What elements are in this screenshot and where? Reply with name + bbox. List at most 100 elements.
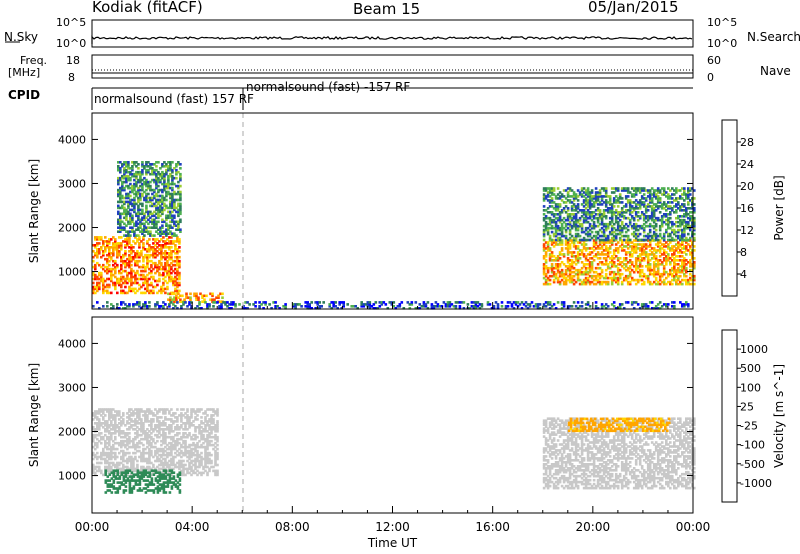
- echo-cell: [186, 469, 189, 473]
- echo-cell: [160, 248, 163, 251]
- echo-cell: [123, 216, 126, 220]
- echo-cell: [142, 432, 145, 435]
- echo-cell: [671, 222, 674, 226]
- echo-cell: [182, 303, 185, 306]
- echo-cell: [140, 269, 143, 273]
- echo-cell: [628, 280, 632, 284]
- echo-cell: [156, 451, 159, 455]
- echo-cell: [596, 199, 600, 202]
- echo-cell: [681, 236, 684, 240]
- echo-cell: [683, 215, 686, 218]
- echo-cell: [576, 257, 580, 260]
- echo-cell: [554, 257, 558, 260]
- echo-cell: [169, 204, 172, 208]
- echo-cell: [144, 418, 147, 421]
- echo-cell: [182, 451, 185, 455]
- echo-cell: [600, 226, 604, 230]
- echo-cell: [140, 467, 143, 471]
- echo-cell: [170, 426, 173, 429]
- echo-cell: [588, 280, 592, 284]
- echo-cell: [370, 305, 374, 308]
- echo-cell: [648, 268, 652, 272]
- echo-cell: [118, 471, 121, 475]
- echo-cell: [671, 193, 674, 196]
- echo-cell: [552, 220, 556, 224]
- echo-cell: [675, 211, 678, 214]
- echo-cell: [478, 307, 482, 310]
- echo-cell: [122, 307, 125, 310]
- echo-cell: [667, 193, 670, 196]
- echo-cell: [137, 218, 140, 222]
- echo-cell: [142, 281, 145, 285]
- echo-cell: [150, 418, 153, 421]
- echo-cell: [190, 469, 193, 473]
- echo-cell: [642, 253, 646, 256]
- echo-cell: [610, 278, 614, 282]
- echo-cell: [426, 301, 430, 304]
- echo-cell: [576, 251, 580, 254]
- echo-cell: [534, 303, 538, 306]
- echo-cell: [127, 161, 130, 164]
- echo-cell: [612, 222, 616, 226]
- echo-cell: [164, 246, 167, 249]
- echo-cell: [560, 230, 564, 234]
- echo-cell: [624, 205, 628, 208]
- echo-cell: [596, 247, 600, 250]
- echo-cell: [662, 189, 666, 192]
- echo-cell: [630, 187, 634, 190]
- echo-cell: [149, 198, 152, 202]
- echo-cell: [137, 188, 140, 192]
- echo-cell: [147, 170, 150, 174]
- echo-cell: [618, 303, 622, 306]
- echo-cell: [180, 443, 183, 447]
- echo-cell: [122, 469, 125, 473]
- echo-cell: [126, 416, 129, 419]
- echo-cell: [576, 278, 580, 282]
- echo-cell: [168, 432, 171, 435]
- echo-cell: [584, 201, 588, 204]
- echo-cell: [554, 230, 558, 234]
- echo-cell: [616, 251, 620, 254]
- echo-cell: [594, 191, 598, 194]
- echo-cell: [560, 241, 564, 244]
- echo-cell: [104, 465, 107, 469]
- echo-cell: [330, 301, 333, 304]
- echo-cell: [638, 265, 642, 268]
- echo-cell: [562, 301, 566, 304]
- echo-cell: [123, 163, 126, 166]
- echo-cell: [667, 255, 670, 258]
- echo-cell: [144, 305, 147, 308]
- echo-cell: [508, 301, 512, 304]
- echo-cell: [616, 241, 620, 244]
- echo-cell: [166, 285, 169, 289]
- echo-cell: [96, 455, 99, 459]
- echo-cell: [119, 167, 122, 170]
- beam-title: Beam 15: [353, 0, 421, 18]
- echo-cell: [129, 208, 132, 212]
- echo-cell: [161, 212, 164, 216]
- echo-cell: [638, 263, 642, 266]
- echo-cell: [112, 445, 115, 449]
- echo-cell: [120, 441, 123, 445]
- echo-cell: [194, 453, 197, 457]
- echo-cell: [123, 228, 126, 231]
- echo-cell: [158, 420, 161, 423]
- echo-cell: [658, 218, 662, 222]
- echo-cell: [570, 209, 574, 212]
- echo-cell: [542, 187, 546, 190]
- echo-cell: [114, 246, 117, 249]
- echo-cell: [691, 249, 694, 252]
- echo-cell: [138, 287, 141, 291]
- echo-cell: [602, 211, 606, 214]
- echo-cell: [138, 418, 141, 421]
- echo-cell: [139, 226, 142, 229]
- echo-cell: [654, 263, 658, 266]
- echo-cell: [179, 192, 182, 196]
- echo-cell: [588, 268, 592, 272]
- echo-cell: [689, 247, 692, 250]
- echo-cell: [679, 249, 682, 252]
- echo-cell: [580, 195, 584, 198]
- echo-cell: [648, 193, 652, 196]
- echo-cell: [586, 187, 590, 190]
- echo-cell: [616, 278, 620, 282]
